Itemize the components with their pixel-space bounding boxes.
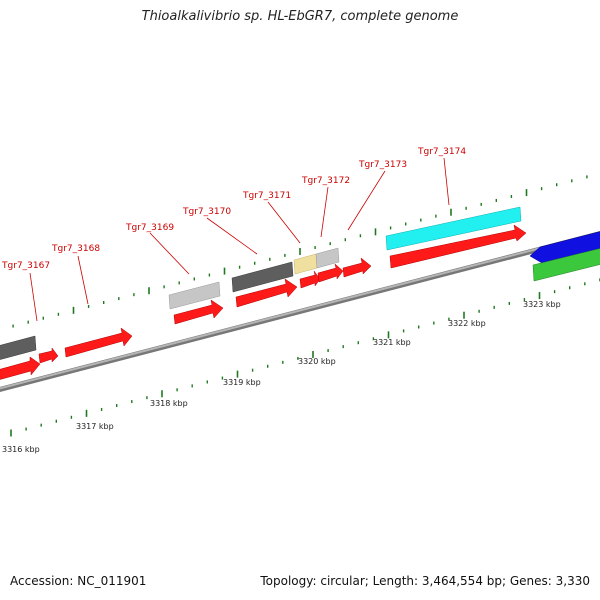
cds-arrow-3174	[389, 224, 527, 269]
lower-tick-track	[10, 278, 600, 437]
gene-label-3174: Tgr7_3174	[417, 147, 466, 157]
gene-label-3171: Tgr7_3171	[242, 191, 291, 201]
kbp-scale-labels: 3316 kbp 3317 kbp 3318 kbp 3319 kbp 3320…	[2, 300, 561, 454]
gene-label-group: Tgr7_3167 Tgr7_3168 Tgr7_3169 Tgr7_3170 …	[1, 147, 466, 322]
gene-label-3167: Tgr7_3167	[1, 261, 50, 271]
gene-feature-light-gray-3172	[315, 247, 340, 269]
kbp-label-3316: 3316 kbp	[2, 445, 40, 454]
kbp-label-3323: 3323 kbp	[523, 300, 561, 309]
gene-feature-cyan-3174	[385, 206, 522, 251]
cds-track	[0, 224, 527, 380]
gene-feature-yellow-3172	[293, 253, 318, 275]
kbp-label-3317: 3317 kbp	[76, 422, 114, 431]
gene-feature-dark-gray-3170	[231, 261, 294, 293]
backbone	[0, 231, 600, 392]
kbp-label-3319: 3319 kbp	[223, 378, 261, 387]
gene-label-3168: Tgr7_3168	[51, 244, 100, 254]
cds-arrow-3169	[173, 299, 224, 325]
cds-arrow-3172	[317, 263, 344, 283]
gene-feature-dark-gray-left	[0, 335, 37, 360]
cds-arrow-3170	[235, 278, 298, 308]
gene-feature-green-right	[532, 248, 600, 282]
cds-arrow-3171	[299, 270, 321, 289]
cds-arrow-far-left	[0, 356, 41, 380]
topology-text: Topology: circular; Length: 3,464,554 bp…	[260, 574, 590, 588]
upper-tick-track	[12, 175, 588, 328]
gene-label-3170: Tgr7_3170	[182, 207, 231, 217]
feature-track-upper	[0, 206, 600, 360]
gene-feature-light-gray-3169	[168, 281, 221, 310]
map-title: Thioalkalivibrio sp. HL-EbGR7, complete …	[141, 9, 459, 24]
kbp-label-3320: 3320 kbp	[298, 357, 336, 366]
gene-label-3169: Tgr7_3169	[125, 223, 174, 233]
cds-arrow-3168	[64, 327, 133, 358]
gene-label-3173: Tgr7_3173	[358, 160, 407, 170]
cds-arrow-3167	[38, 347, 59, 364]
kbp-label-3318: 3318 kbp	[150, 399, 188, 408]
cds-arrow-3173	[342, 257, 372, 278]
accession-text: Accession: NC_011901	[10, 574, 147, 588]
kbp-label-3321: 3321 kbp	[373, 338, 411, 347]
gene-label-3172: Tgr7_3172	[301, 176, 350, 186]
kbp-label-3322: 3322 kbp	[448, 319, 486, 328]
